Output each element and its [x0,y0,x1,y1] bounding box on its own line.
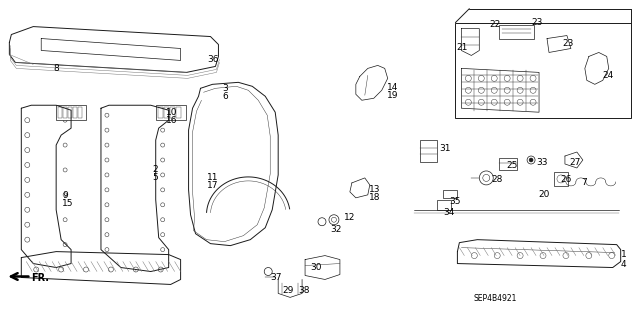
Text: 15: 15 [62,199,74,208]
Bar [499,25,534,39]
Text: 21: 21 [456,43,468,52]
Bar [456,23,630,118]
Text: 23: 23 [562,39,573,48]
Text: 33: 33 [536,159,548,167]
Bar [56,105,86,120]
Text: 8: 8 [53,64,59,73]
Text: 11: 11 [207,174,218,182]
Text: 14: 14 [387,83,398,92]
Text: 31: 31 [440,144,451,152]
Text: 38: 38 [298,286,310,295]
Text: 13: 13 [369,185,380,194]
Bar [58,107,62,118]
Text: 17: 17 [207,182,218,190]
Bar [175,107,180,118]
Text: 34: 34 [444,208,455,217]
Bar [170,107,175,118]
Text: 6: 6 [223,92,228,101]
Bar [499,158,517,170]
Text: 1: 1 [621,250,627,259]
Text: 36: 36 [207,55,219,64]
Text: 5: 5 [153,174,159,182]
Text: 9: 9 [62,191,68,200]
Bar [164,107,169,118]
Text: 3: 3 [223,84,228,93]
Text: 32: 32 [330,225,341,234]
Text: 30: 30 [310,263,321,272]
Bar [420,140,438,162]
Text: FR.: FR. [31,273,49,284]
Text: SEP4B4921: SEP4B4921 [474,294,516,303]
Text: 22: 22 [489,20,500,29]
Text: 23: 23 [531,18,543,27]
Circle shape [529,158,533,162]
Bar [444,190,458,198]
Bar [78,107,82,118]
Bar [63,107,67,118]
Text: 20: 20 [538,190,549,199]
Text: 10: 10 [166,108,177,117]
Text: 4: 4 [621,260,627,269]
Text: 16: 16 [166,116,177,125]
Text: 25: 25 [506,161,518,170]
Text: 12: 12 [344,213,355,222]
Text: 2: 2 [153,166,158,174]
Text: 26: 26 [560,175,572,184]
Text: 37: 37 [270,273,282,282]
Bar [438,200,451,210]
Bar [68,107,72,118]
Bar [157,107,163,118]
Bar [73,107,77,118]
Bar [554,172,568,186]
Text: 18: 18 [369,193,380,202]
Text: 27: 27 [569,159,580,167]
Text: 24: 24 [603,71,614,80]
Text: 7: 7 [581,178,587,187]
Text: 28: 28 [492,175,502,184]
Text: 35: 35 [449,197,461,206]
Text: 19: 19 [387,91,398,100]
Text: 29: 29 [282,286,294,295]
Bar [156,105,186,120]
